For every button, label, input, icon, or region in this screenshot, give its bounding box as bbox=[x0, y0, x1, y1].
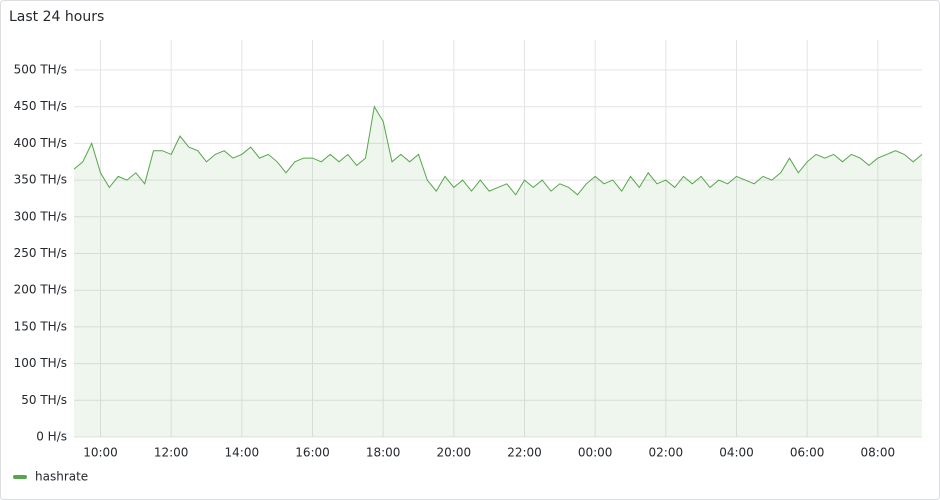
line bbox=[73, 105, 923, 196]
x-tick-label: 00:00 bbox=[578, 446, 613, 460]
y-tick-label: 400 TH/s bbox=[14, 136, 67, 150]
x-tick-label: 14:00 bbox=[225, 446, 260, 460]
x-tick-label: 22:00 bbox=[507, 446, 542, 460]
y-tick-label: 50 TH/s bbox=[21, 393, 67, 407]
x-tick-label: 02:00 bbox=[649, 446, 684, 460]
x-tick-label: 06:00 bbox=[790, 446, 825, 460]
y-tick-label: 500 TH/s bbox=[14, 63, 67, 77]
legend-label: hashrate bbox=[35, 470, 88, 484]
legend-swatch bbox=[13, 475, 27, 479]
y-tick-label: 100 TH/s bbox=[14, 356, 67, 370]
x-tick-label: 20:00 bbox=[437, 446, 472, 460]
y-tick-label: 350 TH/s bbox=[14, 173, 67, 187]
area bbox=[74, 106, 922, 437]
x-tick-label: 04:00 bbox=[719, 446, 754, 460]
y-tick-label: 200 TH/s bbox=[14, 283, 67, 297]
x-tick-label: 08:00 bbox=[861, 446, 896, 460]
y-tick-label: 150 TH/s bbox=[14, 319, 67, 333]
panel-title: Last 24 hours bbox=[9, 9, 104, 25]
x-tick-label: 18:00 bbox=[366, 446, 401, 460]
y-tick-label: 300 TH/s bbox=[14, 209, 67, 223]
y-tick-label: 450 TH/s bbox=[14, 99, 67, 113]
x-tick-label: 12:00 bbox=[154, 446, 189, 460]
y-tick-label: 250 TH/s bbox=[14, 246, 67, 260]
y-tick-label: 0 H/s bbox=[36, 430, 67, 444]
x-tick-label: 10:00 bbox=[83, 446, 118, 460]
x-tick-label: 16:00 bbox=[295, 446, 330, 460]
